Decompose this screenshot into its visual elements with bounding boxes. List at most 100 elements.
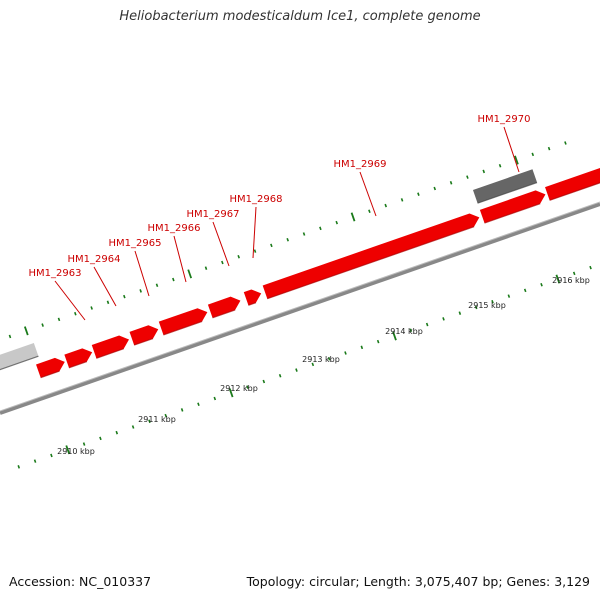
tick-mark (531, 152, 535, 157)
tick-mark (228, 388, 234, 398)
gene-edge (40, 370, 60, 379)
tick-mark (555, 274, 561, 284)
leader-line (503, 126, 520, 173)
genome-backbone (0, 202, 600, 415)
tick-mark (514, 155, 519, 165)
tick-mark (417, 192, 420, 196)
gene-edge (163, 320, 203, 336)
gene-arrow[interactable] (479, 190, 546, 224)
gene-label[interactable]: HM1_2964 (68, 254, 121, 265)
tick-mark (523, 288, 527, 293)
tick-mark (33, 459, 37, 463)
gene-label[interactable]: HM1_2970 (478, 114, 531, 125)
tick-mark (564, 141, 567, 145)
tick-mark (148, 419, 151, 424)
gene-edge (0, 355, 39, 371)
kbp-label: 2914 kbp (385, 327, 423, 336)
gene-label[interactable]: HM1_2965 (109, 238, 162, 249)
kbp-label: 2912 kbp (220, 384, 258, 393)
tick-mark (41, 323, 44, 327)
tick-mark (172, 277, 175, 282)
leader-line (173, 235, 187, 283)
tick-mark (139, 289, 142, 293)
tick-mark (115, 430, 119, 435)
backbone-highlight (0, 201, 600, 412)
tick-mark (131, 425, 135, 429)
gene-label[interactable]: HM1_2968 (230, 194, 283, 205)
tick-mark (50, 453, 53, 458)
tick-mark (286, 237, 289, 242)
tick-mark (376, 339, 380, 344)
leader-line (93, 266, 117, 307)
gene-edge (133, 337, 154, 346)
labels-layer: HM1_2963 HM1_2964 HM1_2965 HM1_2966 HM1_2967… (29, 114, 531, 321)
genes-layer (0, 166, 600, 379)
tick-mark (319, 226, 322, 231)
tick-mark (180, 408, 184, 412)
upper-tick-track (8, 141, 567, 339)
kbp-label: 2915 kbp (468, 301, 506, 310)
tick-mark (74, 311, 77, 316)
tick-mark (540, 282, 543, 287)
tick-mark (311, 362, 315, 367)
tick-mark (458, 311, 462, 315)
gene-edge (96, 348, 124, 359)
tick-mark (572, 271, 576, 276)
gene-HM1_2966[interactable] (129, 325, 159, 346)
tick-mark (65, 445, 71, 455)
tick-mark (82, 442, 86, 446)
tick-mark (99, 436, 102, 441)
tick-mark (90, 306, 93, 310)
tick-mark (466, 175, 469, 179)
leader-line (252, 206, 257, 259)
tick-mark (409, 328, 413, 333)
kbp-label: 2911 kbp (138, 415, 176, 424)
tick-mark (507, 294, 511, 298)
kbp-label: 2910 kbp (57, 447, 95, 456)
genome-title: Heliobacterium modesticaldum Ice1, compl… (119, 9, 481, 24)
tick-mark (270, 243, 273, 248)
gene-label[interactable]: HM1_2963 (29, 268, 82, 279)
tick-mark (344, 351, 347, 355)
gene-label[interactable]: HM1_2967 (187, 209, 240, 220)
tick-mark (360, 345, 364, 350)
kbp-label: 2916 kbp (552, 276, 590, 285)
lower-tick-track (17, 265, 592, 469)
tick-mark (433, 186, 437, 191)
tick-mark (327, 356, 331, 361)
tick-mark (425, 322, 429, 327)
gene-HM1_2970[interactable] (472, 169, 538, 204)
gene-HM1_2965[interactable] (91, 335, 129, 359)
tick-mark (498, 163, 502, 168)
tick-mark (197, 402, 200, 407)
tick-mark (123, 294, 126, 299)
gene-arrow[interactable] (0, 342, 39, 378)
accession-text: Accession: NC_010337 (9, 574, 152, 589)
gene-HM1_2967[interactable] (158, 308, 208, 335)
gene-label[interactable]: HM1_2969 (334, 159, 387, 170)
topology-summary: Topology: circular; Length: 3,075,407 bp… (246, 574, 590, 589)
gene-edge (477, 181, 538, 204)
gene-HM1_2964[interactable] (64, 348, 93, 368)
tick-mark (17, 465, 21, 469)
tick-mark (8, 334, 12, 339)
tick-mark (547, 146, 551, 151)
gene-HM1_2968[interactable] (207, 296, 241, 318)
tick-mark (295, 368, 298, 372)
gene-arrow[interactable] (243, 289, 262, 306)
gene-HM1_2969[interactable] (262, 213, 480, 299)
gene-edge (484, 203, 541, 224)
leader-line (359, 171, 377, 217)
tick-mark (350, 212, 356, 222)
tick-mark (449, 181, 453, 185)
gene-label[interactable]: HM1_2966 (148, 223, 201, 234)
gene-HM1_2963[interactable] (36, 357, 65, 378)
tick-mark (155, 283, 159, 288)
gene-arrow[interactable] (545, 166, 600, 201)
tick-mark (221, 260, 224, 265)
tick-mark (164, 413, 168, 418)
tick-mark (482, 169, 486, 174)
leader-line (54, 280, 86, 321)
tick-mark (491, 300, 494, 304)
